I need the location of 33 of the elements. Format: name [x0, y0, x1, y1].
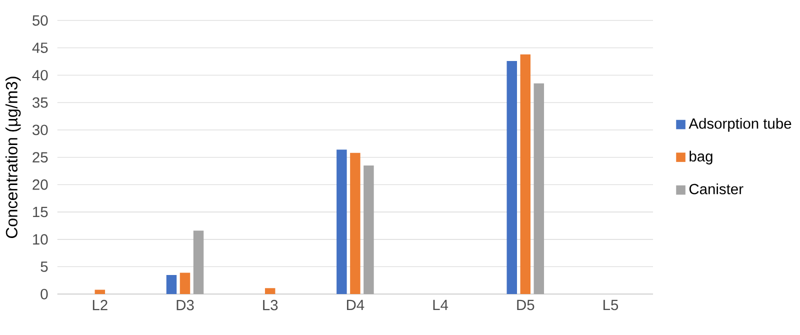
- legend-label: Canister: [689, 183, 744, 194]
- bar: [94, 290, 106, 294]
- y-tick-label: 5: [40, 262, 48, 272]
- y-axis-title: Concentration (µg/m3): [5, 76, 21, 238]
- x-tick-label: L2: [92, 300, 108, 310]
- bar: [506, 60, 517, 294]
- bar: [364, 165, 374, 294]
- bar: [180, 272, 190, 294]
- bar: [336, 150, 347, 294]
- bar: [520, 54, 530, 294]
- y-tick-label: 25: [32, 152, 48, 162]
- legend-label: bag: [690, 150, 712, 164]
- x-tick-label: D3: [176, 300, 194, 310]
- bar: [193, 230, 204, 294]
- bar: [534, 83, 544, 294]
- y-tick-label: 10: [33, 234, 48, 245]
- x-tick-label: D4: [346, 300, 364, 310]
- x-tick-label: L4: [433, 300, 448, 310]
- y-tick-label: 45: [32, 42, 48, 53]
- legend-label: Adsorption tube: [688, 118, 792, 132]
- y-tick-label: 20: [32, 179, 48, 190]
- bar: [264, 288, 276, 294]
- x-tick-label: L5: [603, 300, 618, 310]
- bar: [166, 274, 177, 294]
- y-tick-label: 0: [40, 288, 48, 300]
- y-tick-label: 50: [32, 15, 48, 26]
- x-tick-label: D5: [517, 300, 534, 310]
- y-tick-label: 40: [32, 70, 48, 80]
- y-tick-label: 15: [33, 206, 48, 218]
- x-tick-label: L3: [263, 300, 278, 310]
- y-tick-label: 35: [32, 97, 48, 108]
- y-tick-label: 30: [32, 124, 48, 136]
- bar: [350, 152, 360, 294]
